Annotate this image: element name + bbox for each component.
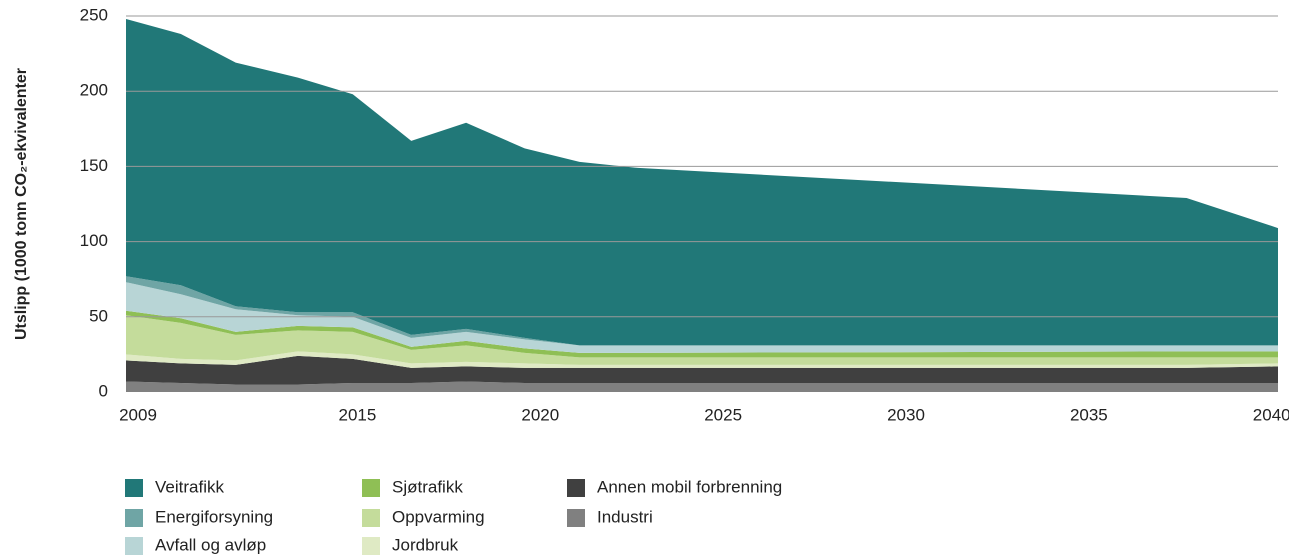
y-tick-label: 50 xyxy=(89,306,108,325)
x-tick-label: 2015 xyxy=(339,405,377,424)
legend-label: Jordbruk xyxy=(392,535,459,554)
area xyxy=(126,19,1278,346)
x-tick-label: 2025 xyxy=(704,405,742,424)
legend-label: Industri xyxy=(597,507,653,526)
area xyxy=(126,351,1278,368)
legend-swatch xyxy=(362,537,380,555)
y-tick-label: 150 xyxy=(80,156,108,175)
area xyxy=(126,381,1278,392)
legend-label: Sjøtrafikk xyxy=(392,477,463,496)
area xyxy=(126,315,1278,365)
legend-swatch xyxy=(362,509,380,527)
legend-swatch xyxy=(567,479,585,497)
x-tick-label: 2020 xyxy=(521,405,559,424)
legend-swatch xyxy=(125,479,143,497)
legend-swatch xyxy=(125,509,143,527)
area xyxy=(126,310,1278,358)
x-tick-label: 2030 xyxy=(887,405,925,424)
legend-label: Oppvarming xyxy=(392,507,485,526)
x-tick-label: 2040 xyxy=(1253,405,1289,424)
legend-swatch xyxy=(567,509,585,527)
legend-label: Energiforsyning xyxy=(155,507,273,526)
y-tick-label: 0 xyxy=(99,381,108,400)
legend-swatch xyxy=(362,479,380,497)
y-tick-label: 100 xyxy=(80,231,108,250)
area xyxy=(126,282,1278,353)
area xyxy=(126,355,1278,385)
y-tick-label: 200 xyxy=(80,81,108,100)
y-tick-label: 250 xyxy=(80,5,108,24)
x-tick-label: 2035 xyxy=(1070,405,1108,424)
y-axis-label: Utslipp (1000 tonn CO₂-ekvivalenter xyxy=(13,68,30,340)
legend-label: Annen mobil forbrenning xyxy=(597,477,782,496)
x-tick-label: 2009 xyxy=(119,405,157,424)
legend-label: Veitrafikk xyxy=(155,477,224,496)
legend-swatch xyxy=(125,537,143,555)
legend-label: Avfall og avløp xyxy=(155,535,266,554)
